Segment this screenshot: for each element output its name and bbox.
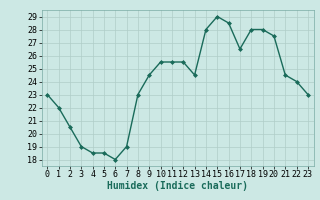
X-axis label: Humidex (Indice chaleur): Humidex (Indice chaleur) bbox=[107, 181, 248, 191]
